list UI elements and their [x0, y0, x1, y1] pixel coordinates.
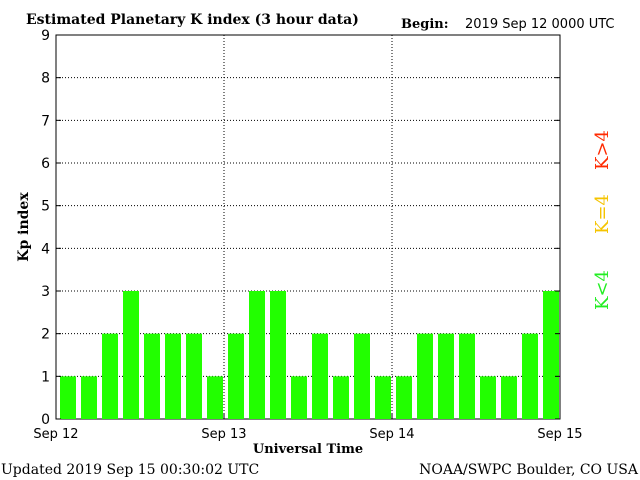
x-axis: Sep 12 Sep 13 Sep 14 Sep 15: [33, 413, 583, 442]
kp-bar: [291, 376, 307, 419]
kp-bar: [270, 291, 286, 419]
kp-bar: [543, 291, 559, 419]
chart-title: Estimated Planetary K index (3 hour data…: [26, 12, 359, 28]
kp-bar: [459, 333, 475, 419]
legend-k-equals-4: K=4: [592, 194, 613, 234]
begin-value: 2019 Sep 12 0000 UTC: [465, 17, 615, 32]
x-tick-label: Sep 13: [201, 427, 246, 442]
grid-lines: [56, 35, 560, 419]
kp-bar: [480, 376, 496, 419]
y-axis: 0 1 2 3 4 5 6 7 8 9: [41, 28, 560, 428]
kp-bar: [396, 376, 412, 419]
kp-bar: [228, 333, 244, 419]
kp-bar: [417, 333, 433, 419]
x-tick-label: Sep 15: [537, 427, 582, 442]
kp-bar: [165, 333, 181, 419]
kp-bar: [501, 376, 517, 419]
x-axis-label: Universal Time: [253, 442, 363, 457]
begin-label: Begin:: [401, 17, 449, 32]
updated-timestamp: Updated 2019 Sep 15 00:30:02 UTC: [1, 462, 259, 478]
kp-bar: [186, 333, 202, 419]
y-tick-label: 2: [41, 327, 50, 343]
legend-k-below-4: K<4: [592, 270, 613, 310]
kp-bar: [207, 376, 223, 419]
credit-line: NOAA/SWPC Boulder, CO USA: [419, 462, 639, 478]
x-tick-label: Sep 12: [33, 427, 78, 442]
kp-bar: [123, 291, 139, 419]
kp-bar: [375, 376, 391, 419]
kp-bar: [438, 333, 454, 419]
plot-area: [55, 34, 561, 420]
x-tick-label: Sep 14: [369, 427, 414, 442]
legend-k-above-4: K>4: [592, 130, 613, 170]
y-tick-label: 3: [41, 284, 50, 300]
bars: [60, 291, 559, 419]
kp-bar: [522, 333, 538, 419]
kp-bar: [354, 333, 370, 419]
y-tick-label: 1: [41, 369, 50, 385]
y-tick-label: 4: [41, 241, 50, 257]
y-tick-label: 0: [41, 412, 50, 428]
kp-bar: [102, 333, 118, 419]
y-tick-label: 9: [41, 28, 50, 44]
kp-bar: [60, 376, 76, 419]
y-tick-label: 8: [41, 71, 50, 87]
kp-bar: [333, 376, 349, 419]
y-axis-label: Kp index: [16, 192, 32, 262]
y-tick-label: 6: [41, 156, 50, 172]
y-tick-label: 5: [41, 199, 50, 215]
kp-bar: [144, 333, 160, 419]
kp-bar: [249, 291, 265, 419]
kp-bar: [81, 376, 97, 419]
y-tick-label: 7: [41, 113, 50, 129]
kp-bar: [312, 333, 328, 419]
